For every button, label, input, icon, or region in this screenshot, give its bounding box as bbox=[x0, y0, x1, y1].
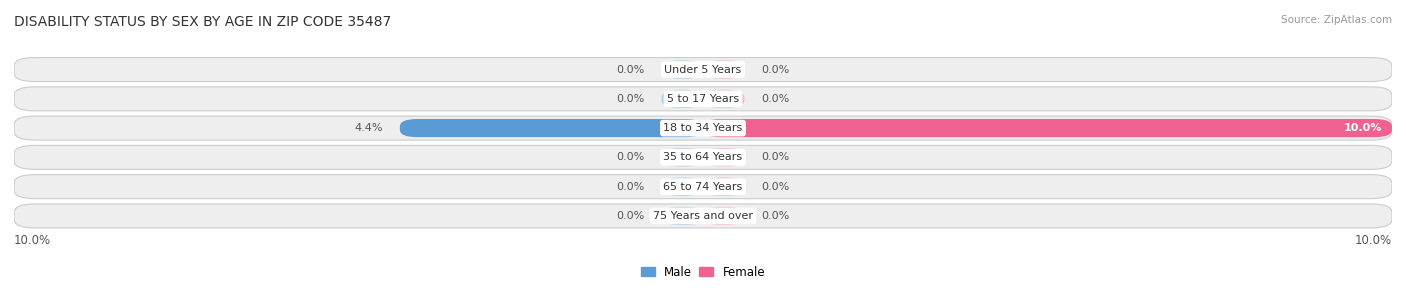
Text: 0.0%: 0.0% bbox=[762, 211, 790, 221]
FancyBboxPatch shape bbox=[399, 119, 703, 137]
Text: 10.0%: 10.0% bbox=[1343, 123, 1382, 133]
Text: 0.0%: 0.0% bbox=[762, 94, 790, 104]
Text: 35 to 64 Years: 35 to 64 Years bbox=[664, 152, 742, 162]
FancyBboxPatch shape bbox=[14, 145, 1392, 169]
Text: 0.0%: 0.0% bbox=[616, 152, 644, 162]
Legend: Male, Female: Male, Female bbox=[636, 261, 770, 283]
Text: 4.4%: 4.4% bbox=[354, 123, 382, 133]
FancyBboxPatch shape bbox=[14, 116, 1392, 140]
Text: DISABILITY STATUS BY SEX BY AGE IN ZIP CODE 35487: DISABILITY STATUS BY SEX BY AGE IN ZIP C… bbox=[14, 15, 391, 29]
FancyBboxPatch shape bbox=[662, 60, 703, 79]
FancyBboxPatch shape bbox=[662, 207, 703, 225]
Text: 0.0%: 0.0% bbox=[616, 94, 644, 104]
Text: 0.0%: 0.0% bbox=[616, 211, 644, 221]
Text: Source: ZipAtlas.com: Source: ZipAtlas.com bbox=[1281, 15, 1392, 25]
FancyBboxPatch shape bbox=[703, 178, 744, 196]
FancyBboxPatch shape bbox=[703, 60, 744, 79]
FancyBboxPatch shape bbox=[703, 148, 744, 167]
Text: 10.0%: 10.0% bbox=[1355, 234, 1392, 247]
FancyBboxPatch shape bbox=[14, 204, 1392, 228]
Text: 5 to 17 Years: 5 to 17 Years bbox=[666, 94, 740, 104]
FancyBboxPatch shape bbox=[14, 175, 1392, 199]
Text: 0.0%: 0.0% bbox=[762, 65, 790, 74]
FancyBboxPatch shape bbox=[662, 178, 703, 196]
Text: Under 5 Years: Under 5 Years bbox=[665, 65, 741, 74]
Text: 75 Years and over: 75 Years and over bbox=[652, 211, 754, 221]
Text: 0.0%: 0.0% bbox=[762, 182, 790, 192]
FancyBboxPatch shape bbox=[662, 90, 703, 108]
FancyBboxPatch shape bbox=[703, 90, 744, 108]
FancyBboxPatch shape bbox=[703, 207, 744, 225]
Text: 18 to 34 Years: 18 to 34 Years bbox=[664, 123, 742, 133]
Text: 0.0%: 0.0% bbox=[762, 152, 790, 162]
FancyBboxPatch shape bbox=[703, 119, 1392, 137]
FancyBboxPatch shape bbox=[14, 58, 1392, 81]
FancyBboxPatch shape bbox=[662, 148, 703, 167]
Text: 65 to 74 Years: 65 to 74 Years bbox=[664, 182, 742, 192]
Text: 0.0%: 0.0% bbox=[616, 65, 644, 74]
FancyBboxPatch shape bbox=[14, 87, 1392, 111]
Text: 0.0%: 0.0% bbox=[616, 182, 644, 192]
Text: 10.0%: 10.0% bbox=[14, 234, 51, 247]
